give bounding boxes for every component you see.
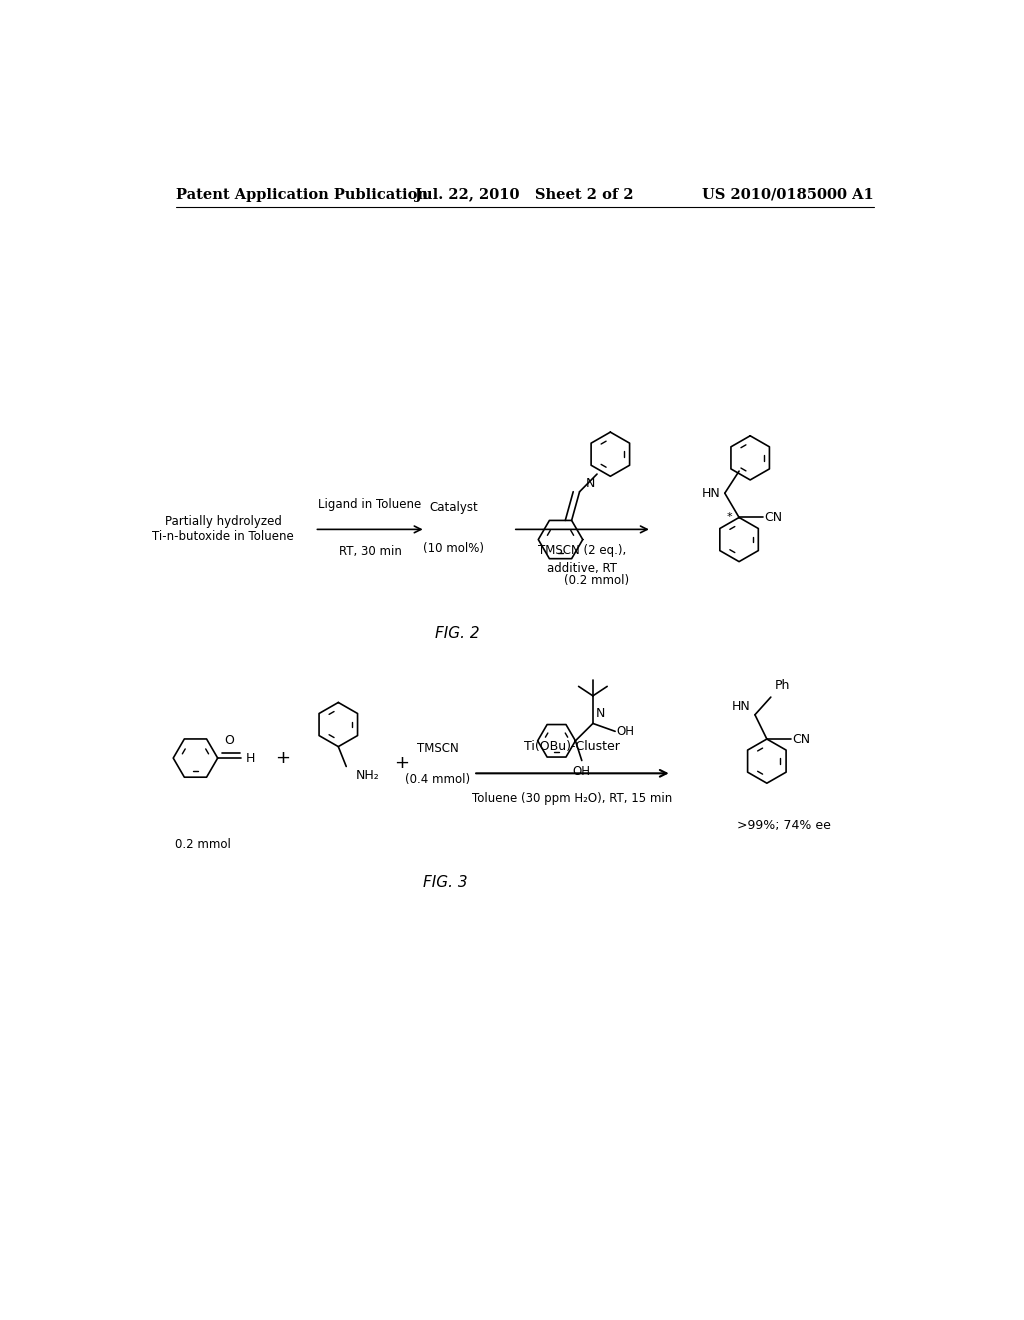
Text: +: + [275,748,290,767]
Text: Ph: Ph [775,678,791,692]
Text: HN: HN [702,487,721,500]
Text: TMSCN: TMSCN [417,742,459,755]
Text: (10 mol%): (10 mol%) [423,541,484,554]
Text: +: + [394,754,410,772]
Text: Jul. 22, 2010   Sheet 2 of 2: Jul. 22, 2010 Sheet 2 of 2 [416,187,634,202]
Text: Catalyst: Catalyst [429,502,478,515]
Text: FIG. 2: FIG. 2 [435,626,479,642]
Text: H: H [246,751,255,764]
Text: CN: CN [793,733,810,746]
Text: Patent Application Publication: Patent Application Publication [176,187,428,202]
Text: NH₂: NH₂ [355,768,380,781]
Text: >99%; 74% ee: >99%; 74% ee [737,818,831,832]
Text: Ligand in Toluene: Ligand in Toluene [318,498,422,511]
Text: N: N [586,477,595,490]
Text: Toluene (30 ppm H₂O), RT, 15 min: Toluene (30 ppm H₂O), RT, 15 min [472,792,673,805]
Text: (0.2 mmol): (0.2 mmol) [563,574,629,587]
Text: OH: OH [616,725,635,738]
Text: additive, RT: additive, RT [548,562,617,576]
Text: Partially hydrolyzed
Ti-n-butoxide in Toluene: Partially hydrolyzed Ti-n-butoxide in To… [153,515,294,544]
Text: HN: HN [732,700,751,713]
Text: FIG. 3: FIG. 3 [423,875,468,890]
Text: N: N [595,708,604,721]
Text: Ti(OBu)-Cluster: Ti(OBu)-Cluster [524,741,621,752]
Text: CN: CN [765,511,782,524]
Text: TMSCN (2 eq.),: TMSCN (2 eq.), [539,544,627,557]
Text: *: * [727,512,733,523]
Text: US 2010/0185000 A1: US 2010/0185000 A1 [702,187,873,202]
Text: RT, 30 min: RT, 30 min [339,545,401,557]
Text: O: O [224,734,234,747]
Text: 0.2 mmol: 0.2 mmol [175,838,231,851]
Text: OH: OH [572,764,591,777]
Text: (0.4 mmol): (0.4 mmol) [404,774,470,787]
